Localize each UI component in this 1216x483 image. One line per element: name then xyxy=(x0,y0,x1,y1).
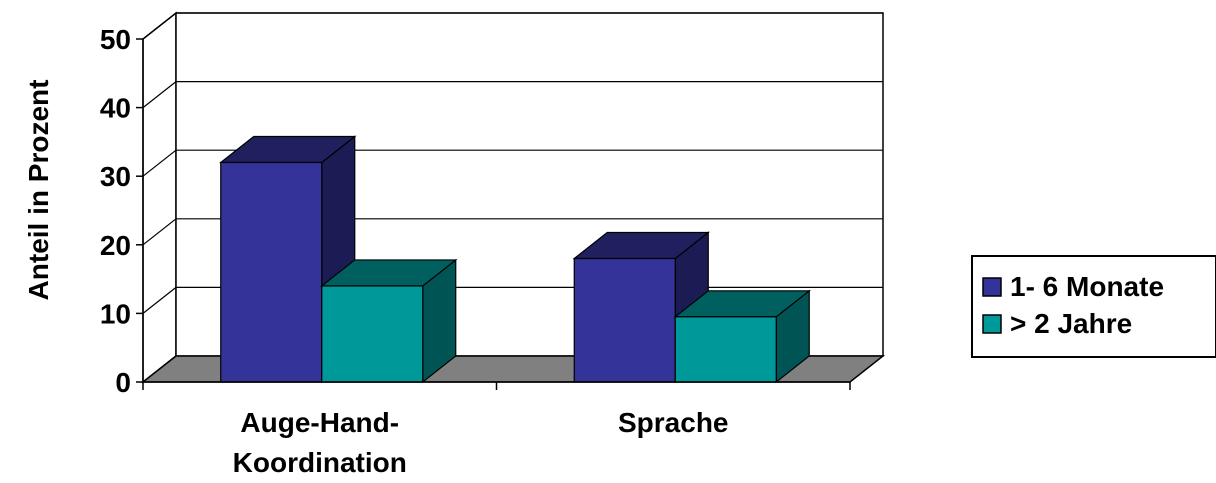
bars xyxy=(219,135,811,384)
gridline xyxy=(142,149,883,177)
y-axis-label: Anteil in Prozent xyxy=(23,80,54,301)
y-tick-label: 30 xyxy=(100,161,131,192)
gridline xyxy=(142,80,883,109)
x-category-label: Auge-Hand- xyxy=(240,407,399,438)
legend-label: > 2 Jahre xyxy=(1010,308,1132,339)
x-category-label: Koordination xyxy=(233,447,407,478)
y-axis-ticks: 0 10 20 30 40 50 xyxy=(100,24,144,398)
y-tick-label: 0 xyxy=(115,367,131,398)
legend-box xyxy=(971,255,1216,358)
y-tick-label: 40 xyxy=(100,93,131,124)
gridline xyxy=(142,12,883,40)
x-category-label: Sprache xyxy=(618,407,729,438)
legend-swatch xyxy=(982,277,1002,297)
legend-swatch xyxy=(982,314,1002,334)
legend: 1- 6 Monate > 2 Jahre xyxy=(971,255,1216,358)
x-axis-categories: Auge-Hand- Koordination Sprache xyxy=(142,381,851,478)
side-wall xyxy=(142,11,177,384)
bar xyxy=(673,289,811,384)
bar xyxy=(320,258,458,384)
y-tick-label: 10 xyxy=(100,298,131,329)
bar-front xyxy=(321,285,424,383)
y-tick-label: 50 xyxy=(100,24,131,55)
bar xyxy=(572,231,710,384)
bar-front xyxy=(220,161,323,383)
y-tick-label: 20 xyxy=(100,230,131,261)
gridline xyxy=(142,218,883,246)
gridlines xyxy=(142,12,883,314)
bar-front xyxy=(674,316,777,383)
bar-front xyxy=(573,257,676,383)
legend-label: 1- 6 Monate xyxy=(1010,271,1164,302)
